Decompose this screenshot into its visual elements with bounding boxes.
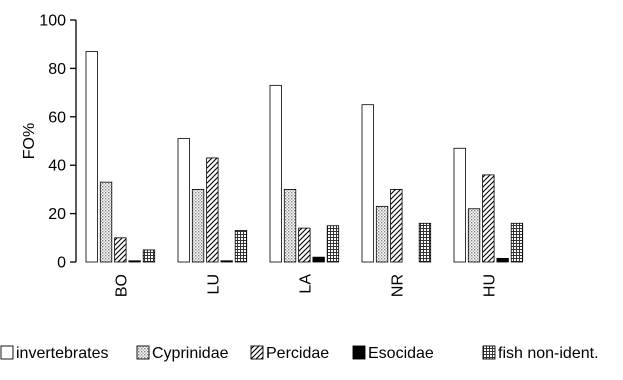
y-tick-label: 40 — [48, 158, 66, 175]
x-tick-label: HU — [481, 274, 498, 297]
bar-nr-cyprinidae — [375, 205, 389, 263]
bar-nr-invertebrates — [361, 104, 374, 263]
x-tick-label: BO — [113, 274, 130, 297]
y-tick-label: 80 — [48, 61, 66, 78]
bar-nr-fish-non-ident — [418, 222, 432, 263]
legend-swatch — [136, 345, 150, 360]
legend-swatch — [352, 345, 366, 360]
legend-label: Percidae — [266, 345, 329, 362]
bar-hu-cyprinidae — [467, 208, 481, 263]
bar-hu-invertebrates — [453, 147, 466, 263]
bar-la-cyprinidae — [283, 188, 297, 263]
bar-la-invertebrates — [269, 84, 282, 263]
bar-lu-fish-non-ident — [234, 230, 248, 263]
bar-bo-percidae — [114, 237, 127, 263]
legend-swatch — [482, 345, 496, 360]
legend-swatch — [250, 345, 264, 360]
bar-bo-cyprinidae — [99, 181, 113, 263]
legend-swatch — [0, 345, 14, 360]
bar-nr-percidae — [390, 188, 403, 263]
legend-label: invertebrates — [16, 345, 109, 362]
x-tick-label: LU — [205, 274, 222, 294]
bar-lu-cyprinidae — [191, 188, 205, 263]
bar-lu-esocidae — [220, 260, 233, 263]
x-tick-label: LA — [297, 274, 314, 294]
x-tick-label: NR — [389, 274, 406, 297]
y-tick-label: 100 — [39, 13, 66, 30]
bar-lu-percidae — [206, 157, 219, 263]
y-axis-label: FO% — [21, 123, 38, 159]
y-tick-label: 20 — [48, 206, 66, 223]
y-tick-label: 0 — [57, 255, 66, 272]
bar-bo-esocidae — [128, 260, 141, 263]
bar-hu-percidae — [482, 174, 495, 263]
bar-la-esocidae — [312, 256, 325, 263]
legend-label: fish non-ident. — [498, 345, 599, 362]
bar-la-fish-non-ident — [326, 225, 340, 263]
bar-lu-invertebrates — [177, 138, 190, 263]
bar-hu-fish-non-ident — [510, 222, 524, 263]
bar-la-percidae — [298, 227, 311, 263]
bar-bo-invertebrates — [85, 51, 98, 263]
bar-bo-fish-non-ident — [142, 249, 156, 263]
legend-label: Cyprinidae — [152, 345, 229, 362]
bar-hu-esocidae — [496, 257, 509, 263]
y-tick-label: 60 — [48, 109, 66, 126]
legend-label: Esocidae — [368, 345, 434, 362]
